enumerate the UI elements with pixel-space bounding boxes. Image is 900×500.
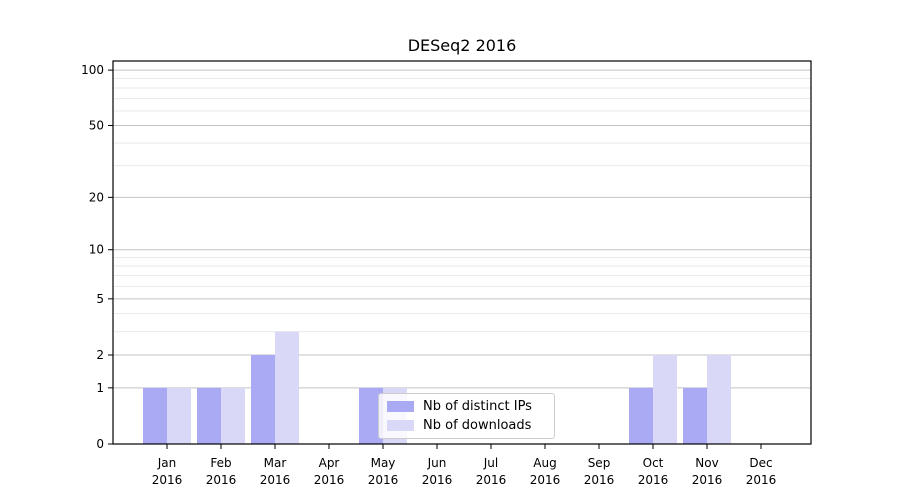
x-tick-label: Sep 2016	[584, 456, 615, 487]
bar-feb-distinct-ips	[197, 387, 221, 444]
x-tick-label: Oct 2016	[638, 456, 669, 487]
y-tick-label: 1	[96, 381, 104, 395]
chart-title: DESeq2 2016	[407, 36, 517, 55]
legend-label-downloads: Nb of downloads	[423, 418, 532, 433]
x-tick-label: Jan 2016	[152, 456, 183, 487]
plot-border	[112, 60, 812, 445]
bar-mar-downloads	[275, 331, 299, 444]
x-tick-label: May 2016	[368, 456, 399, 487]
y-tick-label: 0	[96, 437, 104, 451]
bar-feb-downloads	[221, 387, 245, 444]
y-tick-label: 100	[81, 63, 104, 77]
y-tick-label: 20	[89, 190, 104, 204]
legend: Nb of distinct IPs Nb of downloads	[378, 393, 555, 439]
legend-label-distinct-ips: Nb of distinct IPs	[423, 399, 532, 414]
y-tick-label: 10	[89, 243, 104, 257]
bar-jan-downloads	[167, 387, 191, 444]
bar-oct-distinct-ips	[629, 387, 653, 444]
bar-nov-downloads	[707, 354, 731, 444]
legend-item-distinct-ips: Nb of distinct IPs	[387, 399, 545, 414]
x-tick-label: Apr 2016	[314, 456, 345, 487]
y-tick-label: 50	[89, 118, 104, 132]
legend-item-downloads: Nb of downloads	[387, 418, 545, 433]
bar-mar-distinct-ips	[251, 354, 275, 444]
x-tick-label: Feb 2016	[206, 456, 237, 487]
x-tick-label: Jun 2016	[422, 456, 453, 487]
legend-swatch-distinct-ips-icon	[387, 401, 414, 412]
legend-swatch-downloads-icon	[387, 420, 414, 431]
bar-jan-distinct-ips	[143, 387, 167, 444]
bar-nov-distinct-ips	[683, 387, 707, 444]
y-tick-label: 5	[96, 292, 104, 306]
x-tick-label: Jul 2016	[476, 456, 507, 487]
x-tick-label: Aug 2016	[530, 456, 561, 487]
x-tick-label: Mar 2016	[260, 456, 291, 487]
x-tick-label: Nov 2016	[692, 456, 723, 487]
x-tick-label: Dec 2016	[746, 456, 777, 487]
bar-oct-downloads	[653, 354, 677, 444]
y-tick-label: 2	[96, 348, 104, 362]
